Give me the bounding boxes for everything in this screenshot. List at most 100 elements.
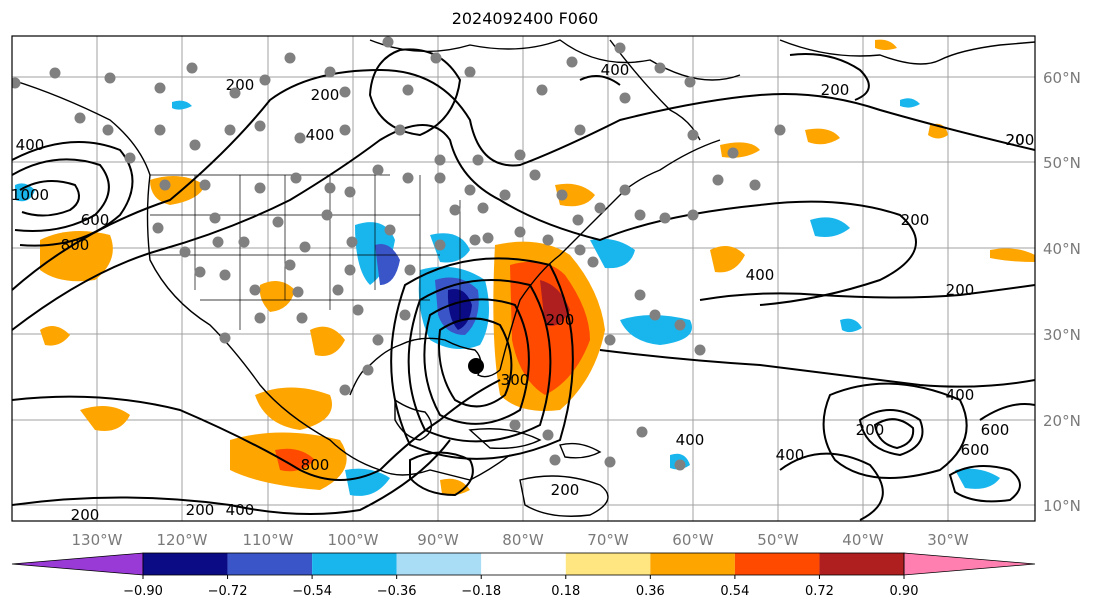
field-negative: [375, 244, 400, 285]
field-positive: [710, 246, 745, 273]
colorbar-swatch: [227, 553, 313, 575]
contour-label: 200: [856, 421, 885, 439]
station-dot: [12, 77, 21, 89]
contour-label: 400: [946, 386, 975, 404]
longitude-label: 30°W: [927, 531, 969, 549]
contour-label: 800: [301, 456, 330, 474]
station-dot: [536, 84, 548, 96]
station-dot: [674, 459, 686, 471]
station-dot: [566, 56, 578, 68]
station-dot: [687, 129, 699, 141]
station-dot: [556, 189, 568, 201]
storm-center-dot: [468, 358, 484, 374]
contour-label: 400: [306, 126, 335, 144]
station-dot: [339, 124, 351, 136]
station-dot: [284, 259, 296, 271]
colorbar-swatch: [143, 553, 228, 575]
longitude-label: 60°W: [672, 531, 714, 549]
station-dot: [254, 312, 266, 324]
colorbar-swatch: [565, 553, 651, 575]
station-dot: [179, 246, 191, 258]
field-positive: [805, 128, 840, 145]
station-dot: [402, 84, 414, 96]
field-negative: [955, 468, 1000, 489]
field-positive: [510, 261, 590, 395]
station-dot: [212, 236, 224, 248]
station-dot: [229, 87, 241, 99]
longitude-label: 70°W: [587, 531, 629, 549]
station-dot: [186, 62, 198, 74]
latitude-label: 50°N: [1043, 154, 1081, 172]
contour-label: 20: [1005, 131, 1024, 149]
field-negative: [15, 183, 35, 202]
station-dot: [659, 212, 671, 224]
field-negative: [840, 318, 862, 333]
station-dot: [636, 426, 648, 438]
station-dot: [352, 304, 364, 316]
latitude-label: 40°N: [1043, 240, 1081, 258]
station-dot: [434, 239, 446, 251]
colorbar-tick-label: −0.90: [123, 584, 163, 599]
station-dot: [362, 364, 374, 376]
map-frame: [11, 35, 1036, 522]
coastline-layer: [12, 39, 1035, 517]
contour-layer: [12, 48, 1035, 521]
contour-label: 200: [1006, 131, 1035, 149]
colorbar-tick-label: 0.18: [551, 584, 580, 599]
map-title: 2024092400 F060: [451, 9, 599, 28]
colorbar-swatch: [734, 553, 820, 575]
contour-label: 800: [61, 236, 90, 254]
station-dot: [594, 202, 606, 214]
state-borders: [150, 174, 461, 340]
station-dot: [774, 124, 786, 136]
station-dot: [254, 182, 266, 194]
contour-label: 200: [546, 311, 575, 329]
coastline: [369, 39, 741, 81]
coastline: [468, 428, 542, 450]
contour-label: 200: [821, 81, 850, 99]
station-dot: [346, 236, 358, 248]
field-negative: [900, 98, 920, 108]
contour-label: 1000: [11, 186, 49, 204]
coastline: [499, 139, 721, 371]
station-dot: [430, 52, 442, 64]
coastline: [559, 442, 602, 459]
station-dot: [224, 124, 236, 136]
contour-label: 400: [16, 136, 45, 154]
station-dot: [687, 209, 699, 221]
station-dot: [272, 216, 284, 228]
longitude-label: 80°W: [502, 531, 544, 549]
field-positive: [990, 248, 1035, 262]
field-positive: [540, 280, 570, 326]
station-dot: [542, 429, 554, 441]
longitude-label: 130°W: [72, 531, 123, 549]
colorbar-tick-label: −0.72: [208, 584, 248, 599]
station-dot: [587, 256, 599, 268]
station-dot: [472, 154, 484, 166]
station-dot: [399, 309, 411, 321]
station-dot: [574, 244, 586, 256]
longitude-labels: 130°W 120°W 110°W 100°W 90°W 80°W 70°W 60°W 50°W…: [72, 531, 969, 549]
contour-label: 200: [551, 481, 580, 499]
station-dot: [339, 86, 351, 98]
contour-label: 400: [776, 446, 805, 464]
contour-label: 600: [81, 211, 110, 229]
field-negative: [345, 468, 390, 496]
field-negative: [172, 100, 192, 110]
station-dot: [614, 42, 626, 54]
colorbar-swatch: [903, 552, 1036, 576]
colorbar-swatch: [312, 553, 397, 575]
station-dot: [294, 132, 306, 144]
station-dot: [434, 172, 446, 184]
latitude-label: 30°N: [1043, 326, 1081, 344]
coastline: [609, 39, 701, 141]
colorbar-tick-label: 0.72: [805, 584, 834, 599]
station-dot: [464, 184, 476, 196]
station-dot: [189, 139, 201, 151]
station-dot: [104, 72, 116, 84]
station-dot: [464, 66, 476, 78]
station-dot: [619, 92, 631, 104]
station-dot: [74, 112, 86, 124]
colorbar-frame: [142, 552, 905, 576]
